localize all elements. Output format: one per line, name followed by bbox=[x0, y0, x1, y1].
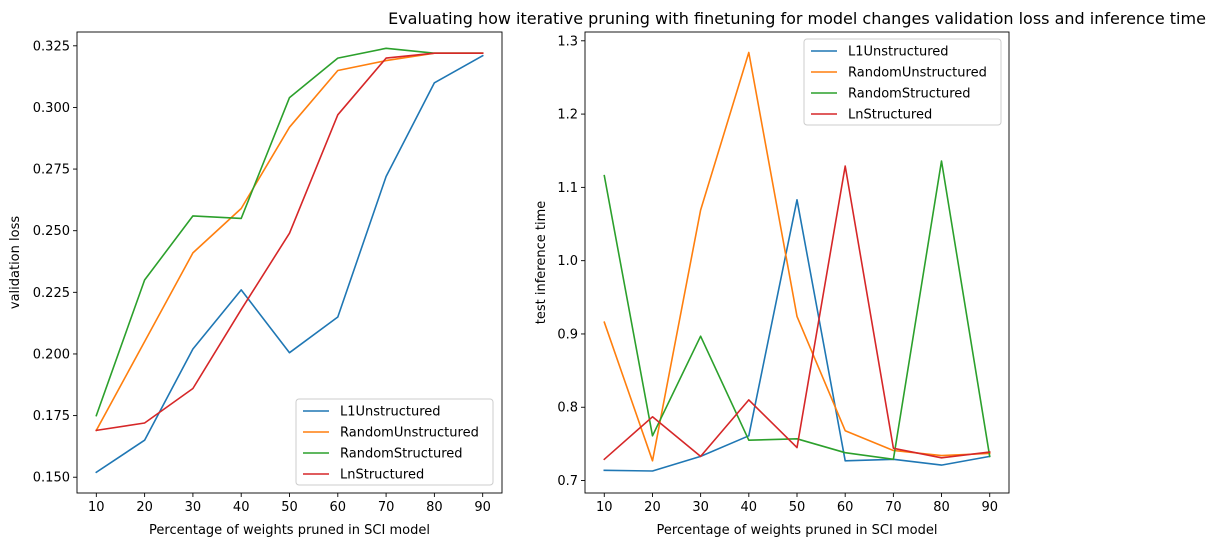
x-tick-label: 30 bbox=[692, 500, 709, 515]
series-line-randomstructured bbox=[603, 160, 991, 461]
y-axis-label: validation loss bbox=[8, 216, 23, 309]
y-tick-label: 1.0 bbox=[557, 254, 578, 269]
y-tick-label: 1.2 bbox=[557, 108, 578, 123]
series-line-randomstructured bbox=[95, 47, 484, 417]
y-tick-label: 1.1 bbox=[557, 181, 578, 196]
y-tick-label: 0.300 bbox=[33, 101, 70, 116]
y-tick-label: 0.275 bbox=[33, 163, 70, 178]
y-tick-label: 0.150 bbox=[33, 471, 70, 486]
x-tick-label: 40 bbox=[741, 500, 758, 515]
x-axis-label: Percentage of weights pruned in SCI mode… bbox=[657, 523, 938, 538]
x-tick-label: 70 bbox=[378, 500, 395, 515]
x-tick-label: 30 bbox=[185, 500, 202, 515]
figure-title: Evaluating how iterative pruning with fi… bbox=[388, 9, 1206, 28]
series-line-l1unstructured bbox=[95, 54, 484, 474]
legend: L1Unstructured RandomUnstructured RandomSt… bbox=[803, 38, 1002, 126]
x-tick-label: 20 bbox=[644, 500, 661, 515]
x-tick-label: 90 bbox=[981, 500, 998, 515]
y-tick-label: 0.175 bbox=[33, 409, 70, 424]
series-line-randomunstructured bbox=[95, 52, 484, 432]
y-tick-label: 0.225 bbox=[33, 286, 70, 301]
x-tick-label: 10 bbox=[88, 500, 105, 515]
x-tick-label: 80 bbox=[426, 500, 443, 515]
validation-loss-chart: 10 20 30 40 50 60 70 80 90 0.150 0.175 0.200 0.225 0.… bbox=[8, 31, 503, 538]
series-line-lnstructured bbox=[603, 165, 991, 461]
legend-label-randomstructured: RandomStructured bbox=[848, 87, 971, 102]
x-tick-label: 60 bbox=[837, 500, 854, 515]
y-tick-label: 0.7 bbox=[557, 474, 578, 489]
x-tick-label: 90 bbox=[474, 500, 491, 515]
x-tick-label: 40 bbox=[233, 500, 250, 515]
legend-box bbox=[295, 398, 494, 486]
series-line-lnstructured bbox=[95, 52, 484, 432]
series-line-l1unstructured bbox=[603, 199, 991, 472]
legend-label-randomstructured: RandomStructured bbox=[340, 447, 463, 462]
x-tick-label: 20 bbox=[136, 500, 153, 515]
legend-label-randomunstructured: RandomUnstructured bbox=[848, 66, 987, 81]
y-tick-label: 0.325 bbox=[33, 39, 70, 54]
inference-time-chart: 10 20 30 40 50 60 70 80 90 0.7 0.8 0.9 1.0 1.1 1.2 1.3 P… bbox=[534, 31, 1010, 538]
y-axis-label: test inference time bbox=[534, 201, 549, 324]
legend-label-lnstructured: LnStructured bbox=[340, 468, 424, 483]
x-tick-label: 60 bbox=[330, 500, 347, 515]
x-axis-label: Percentage of weights pruned in SCI mode… bbox=[149, 523, 430, 538]
y-tick-label: 0.200 bbox=[33, 347, 70, 362]
x-tick-label: 10 bbox=[596, 500, 613, 515]
x-tick-label: 80 bbox=[933, 500, 950, 515]
legend-label-lnstructured: LnStructured bbox=[848, 108, 932, 123]
y-tick-label: 0.9 bbox=[557, 327, 578, 342]
legend-label-l1unstructured: L1Unstructured bbox=[848, 45, 949, 60]
x-tick-label: 50 bbox=[789, 500, 806, 515]
y-tick-label: 0.8 bbox=[557, 401, 578, 416]
y-tick-label: 0.250 bbox=[33, 224, 70, 239]
legend-label-l1unstructured: L1Unstructured bbox=[340, 405, 441, 420]
legend-label-randomunstructured: RandomUnstructured bbox=[340, 426, 479, 441]
x-tick-label: 70 bbox=[885, 500, 902, 515]
legend: L1Unstructured RandomUnstructured RandomSt… bbox=[295, 398, 494, 486]
legend-box bbox=[803, 38, 1002, 126]
y-tick-label: 1.3 bbox=[557, 34, 578, 49]
x-tick-label: 50 bbox=[281, 500, 298, 515]
